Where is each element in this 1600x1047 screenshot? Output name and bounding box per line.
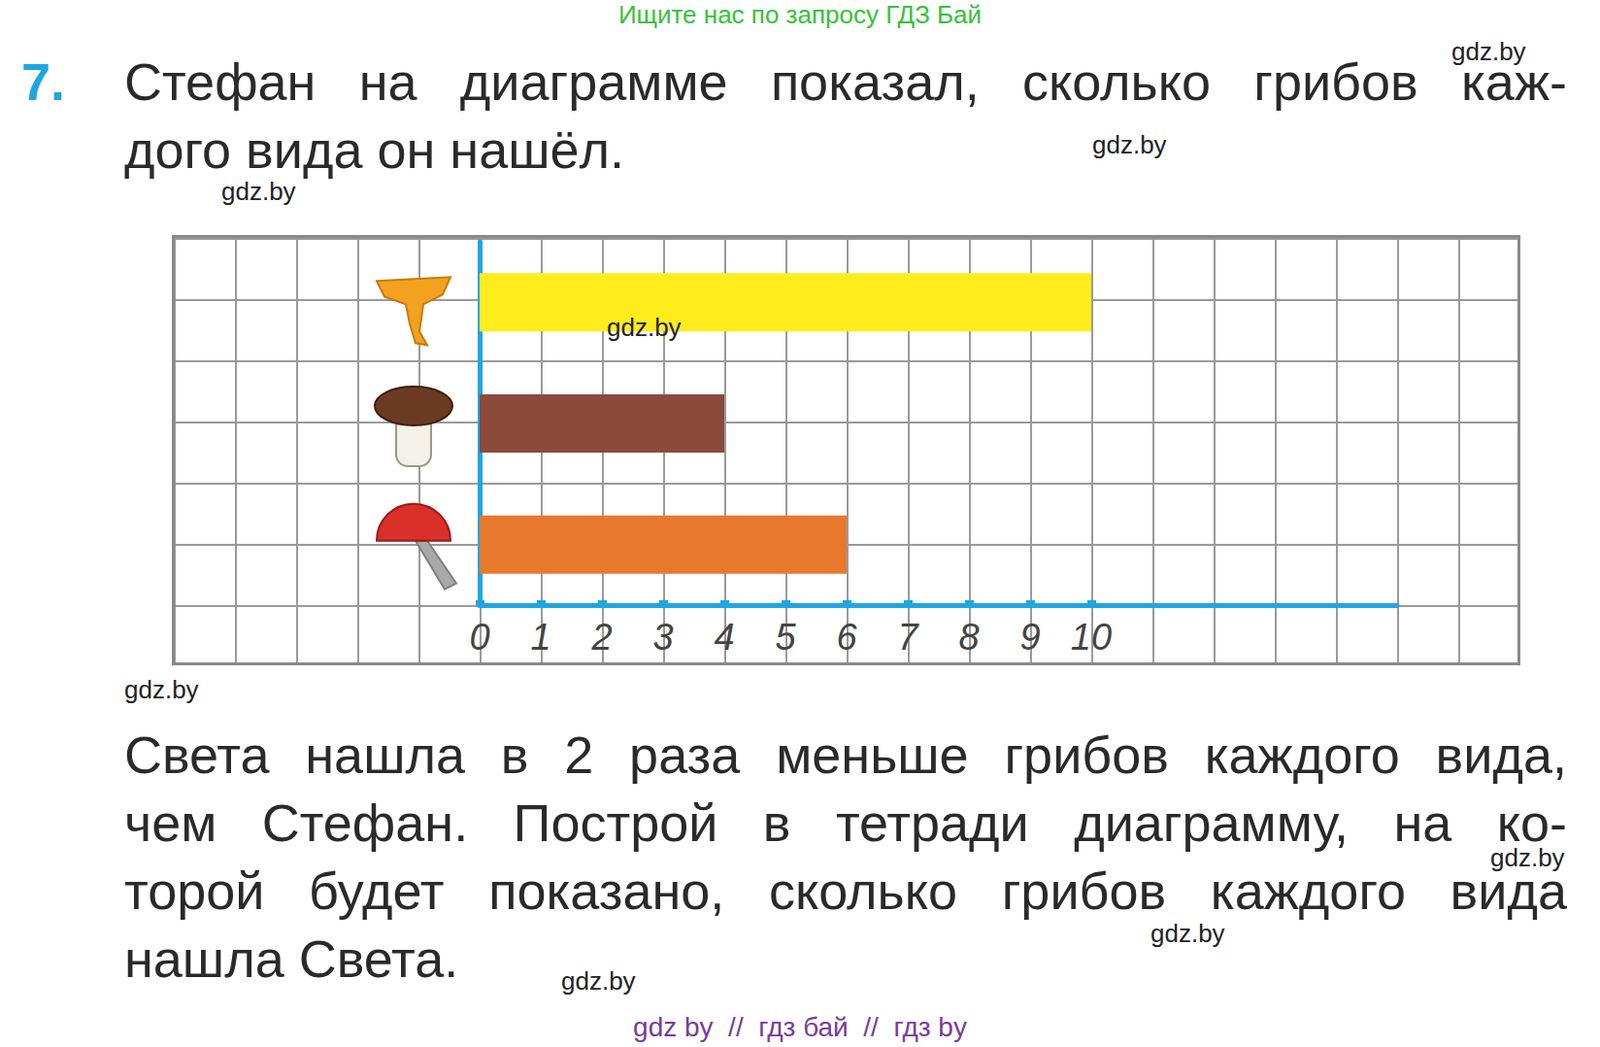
html-text:gdz.by: gdz.by <box>1451 36 1526 67</box>
svg-text:1: 1 <box>530 616 551 658</box>
html-text:нашла Света.: нашла Света. <box>124 929 459 988</box>
html-text:чем Стефан. Построй в тетради: чем Стефан. Построй в тетради диаграмму,… <box>124 793 1567 852</box>
html-text:gdz.by: gdz.by <box>1092 130 1167 160</box>
svg-text:6: 6 <box>835 616 858 658</box>
html-text:gdz.by: gdz.by <box>606 312 682 342</box>
html-text:gdz.by: gdz.by <box>124 674 199 704</box>
html-text:Стефан на диаграмме показал, с: Стефан на диаграмме показал, сколько гри… <box>124 52 1567 111</box>
html-text:торой будет показано, сколько: торой будет показано, сколько грибов каж… <box>124 861 1567 920</box>
svg-text:8: 8 <box>958 616 979 658</box>
svg-text:9: 9 <box>1019 616 1040 658</box>
html-text:gdz.by: gdz.by <box>1490 842 1565 872</box>
html-text:gdz by // гдз бай // гдз by: gdz by // гдз бай // гдз by <box>633 1011 967 1042</box>
html-text:gdz.by: gdz.by <box>561 966 636 996</box>
html-text:gdz.by: gdz.by <box>221 176 296 206</box>
svg-text:3: 3 <box>652 616 673 658</box>
svg-text:2: 2 <box>590 616 612 658</box>
html-text:Света нашла в 2 раза меньше гр: Света нашла в 2 раза меньше грибов каждо… <box>124 725 1567 784</box>
svg-text:4: 4 <box>713 616 734 658</box>
html-text:gdz.by: gdz.by <box>1150 918 1225 948</box>
svg-text:7: 7 <box>897 616 920 658</box>
html-text:Ищите нас по запросу ГДЗ Бай: Ищите нас по запросу ГДЗ Бай <box>618 0 982 30</box>
svg-text:10: 10 <box>1070 616 1112 658</box>
svg-text:5: 5 <box>774 616 797 658</box>
html-text:дого вида он нашёл.: дого вида он нашёл. <box>124 120 625 179</box>
html-text:7.: 7. <box>21 52 66 111</box>
svg-text:0: 0 <box>468 616 490 658</box>
